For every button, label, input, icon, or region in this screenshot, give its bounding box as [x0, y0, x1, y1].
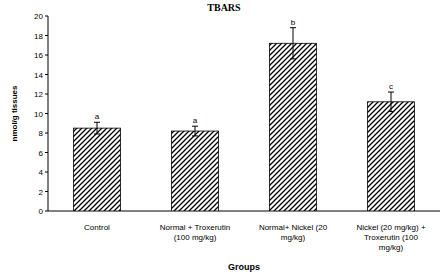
x-tick-label: Normal + Troxerutin(100 mg/kg) — [160, 223, 230, 242]
y-tick-label: 6 — [39, 149, 44, 158]
x-tick-label: Nickel (20 mg/kg) +Troxerutin (100mg/kg) — [356, 223, 425, 252]
title: TBARS — [207, 2, 241, 13]
y-tick — [45, 191, 48, 192]
y-tick — [45, 133, 48, 134]
chart: TBARS 0 2 4 6 8 10 12 14 16 18 20 nmol/g tissues a Con… — [0, 0, 448, 277]
error-cap — [192, 135, 198, 136]
bar — [368, 102, 415, 211]
x-tick-label-line: Troxerutin (100 — [364, 233, 419, 242]
error-bar — [94, 122, 100, 134]
error-bar — [192, 126, 198, 136]
y-tick-label: 2 — [39, 188, 44, 197]
y-tick-label: 18 — [34, 32, 43, 41]
y-tick-label: 16 — [34, 51, 43, 60]
x-tick-label: Normal+ Nickel (20mg/kg) — [259, 223, 328, 242]
y-tick — [45, 152, 48, 153]
error-cap — [290, 27, 296, 28]
error-cap — [192, 126, 198, 127]
error-stem — [391, 92, 392, 112]
error-bar — [388, 92, 394, 112]
y-tick-label: 8 — [39, 129, 44, 138]
x-axis-label: Groups — [228, 262, 260, 272]
y-tick — [45, 113, 48, 114]
y-tick — [45, 35, 48, 36]
x-tick-label-line: mg/kg) — [281, 233, 306, 242]
annotation: a — [193, 116, 198, 125]
bars — [74, 28, 415, 211]
y-tick-label: 4 — [39, 168, 44, 177]
y-tick — [45, 211, 48, 212]
y-tick — [45, 94, 48, 95]
x-tick-label-line: (100 mg/kg) — [174, 233, 217, 242]
x-tick-label: Control — [84, 223, 110, 232]
y-tick — [45, 172, 48, 173]
y-tick — [45, 74, 48, 75]
y-tick-label: 14 — [34, 71, 43, 80]
x-tick-label-line: Normal+ Nickel (20 — [259, 223, 328, 232]
error-cap — [94, 133, 100, 134]
annotation: c — [389, 82, 393, 91]
y-axis-label: nmol/g tissues — [10, 85, 19, 142]
bar — [172, 131, 219, 211]
annotation: a — [95, 112, 100, 121]
annotation: b — [291, 18, 296, 27]
error-stem — [195, 126, 196, 136]
error-bar — [290, 28, 296, 59]
error-cap — [94, 122, 100, 123]
y-tick-label: 12 — [34, 90, 43, 99]
error-stem — [97, 122, 98, 134]
x-tick-label-line: mg/kg) — [379, 243, 404, 252]
y-tick-label: 0 — [39, 207, 44, 216]
bar — [270, 43, 317, 211]
error-cap — [388, 111, 394, 112]
bar — [74, 128, 121, 211]
x-tick-label-line: Control — [84, 223, 110, 232]
y-tick-label: 10 — [34, 110, 43, 119]
error-cap — [388, 92, 394, 93]
error-cap — [290, 58, 296, 59]
x-tick-label-line: Nickel (20 mg/kg) + — [356, 223, 425, 232]
y-tick-label: 20 — [34, 12, 43, 21]
y-tick — [45, 16, 48, 17]
x-tick-label-line: Normal + Troxerutin — [160, 223, 230, 232]
error-stem — [293, 28, 294, 59]
y-tick — [45, 55, 48, 56]
